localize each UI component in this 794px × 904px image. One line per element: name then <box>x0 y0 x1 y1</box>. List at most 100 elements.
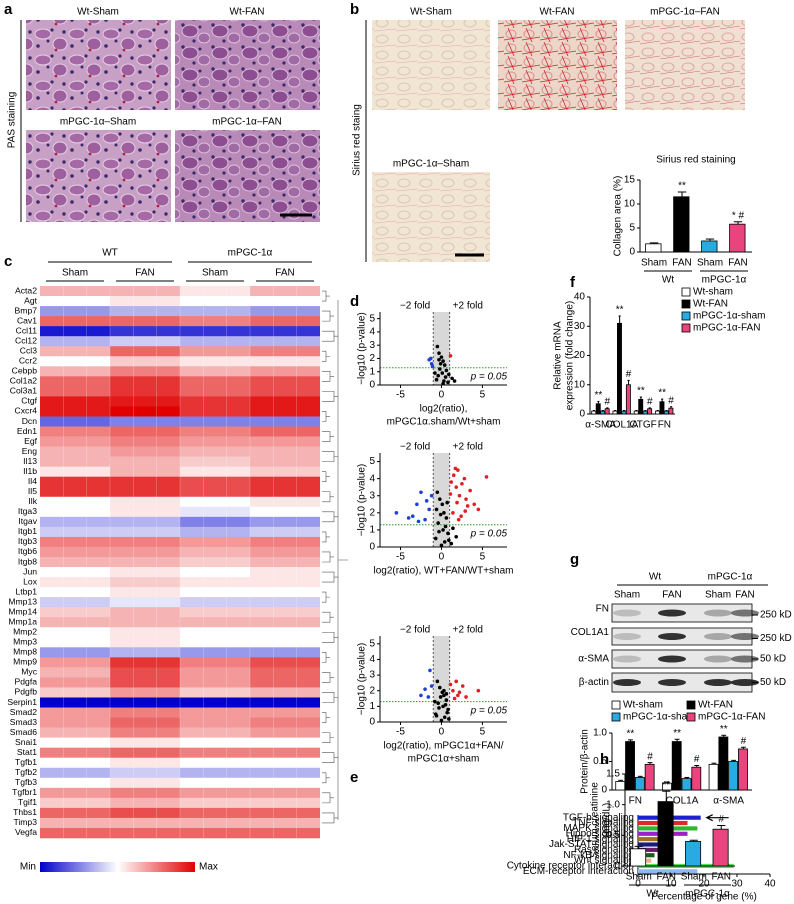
heat-cell <box>40 717 110 728</box>
dendrogram <box>322 672 334 683</box>
y-tick-label: 10 <box>574 379 586 390</box>
legend-label: Wt-sham <box>623 700 663 711</box>
dendrogram <box>322 310 334 322</box>
heat-cell <box>180 466 250 477</box>
heat-cell <box>180 406 250 417</box>
y-tick-label: 0 <box>369 717 375 728</box>
legend-label: mPGC-1α-FAN <box>693 323 760 334</box>
heat-cell <box>110 356 180 367</box>
heat-cell <box>180 627 250 638</box>
heat-cell <box>40 747 110 759</box>
heat-cell <box>110 516 180 528</box>
bar <box>647 408 653 415</box>
point <box>433 699 437 704</box>
heat-cell <box>110 777 180 789</box>
legend-swatch <box>681 287 691 297</box>
legend-swatch <box>681 323 691 333</box>
heat-cell <box>40 506 110 518</box>
panel-letter: a <box>4 1 13 18</box>
heat-cell <box>40 737 110 748</box>
point <box>435 490 440 495</box>
point <box>447 717 451 721</box>
heat-cell <box>40 827 110 839</box>
heat-cell <box>110 627 180 638</box>
gene-label: Ccl12 <box>15 335 37 345</box>
gene-label: Eng <box>22 446 38 456</box>
point <box>463 509 468 513</box>
heat-cell <box>250 486 320 498</box>
gene-label: Smad3 <box>10 717 37 727</box>
heat-cell <box>180 296 250 307</box>
heat-cell <box>180 356 250 367</box>
heat-cell <box>40 556 110 568</box>
point <box>440 502 445 507</box>
fold-label: +2 fold <box>453 625 483 636</box>
panel-letter: d <box>350 293 359 310</box>
heat-cell <box>180 336 250 347</box>
bar <box>617 322 622 415</box>
bar <box>638 398 644 415</box>
bar <box>638 842 665 847</box>
significance: ** <box>627 728 635 739</box>
point <box>441 359 445 363</box>
heat-cell <box>40 486 110 498</box>
y-tick-label: 0 <box>601 785 607 796</box>
y-tick-label: 4 <box>369 327 375 338</box>
heat-cell <box>110 637 180 648</box>
blot-band <box>613 633 641 640</box>
heat-cell <box>40 406 110 417</box>
significance: ** <box>662 780 670 791</box>
heat-cell <box>110 697 180 708</box>
category-label: Hippo signaling <box>566 828 634 839</box>
dendrogram <box>322 752 338 764</box>
heat-cell <box>110 687 180 698</box>
heat-cell <box>40 667 110 678</box>
significance: * # <box>732 210 745 221</box>
gene-label: Edn1 <box>17 426 37 436</box>
heat-cell <box>40 376 110 387</box>
condition-label: FAN <box>662 590 681 601</box>
point <box>437 357 441 362</box>
heat-cell <box>110 587 180 598</box>
x-tick-label: COL1A <box>605 420 638 431</box>
point <box>444 698 449 702</box>
dendrogram <box>322 712 330 723</box>
heat-cell <box>40 386 110 397</box>
y-tick-label: 2 <box>369 353 375 364</box>
point <box>424 499 429 503</box>
legend-swatch <box>611 712 621 722</box>
heat-cell <box>180 577 250 588</box>
heat-cell <box>180 667 250 678</box>
significance: ** <box>720 724 728 735</box>
significance: # <box>647 751 653 762</box>
gene-label: Itgb1 <box>18 526 37 536</box>
blot-band <box>704 633 732 640</box>
heat-cell <box>250 346 320 357</box>
heat-cell <box>250 366 320 377</box>
point <box>439 355 444 359</box>
bar <box>701 240 718 253</box>
heat-cell <box>40 727 110 738</box>
point <box>438 361 443 366</box>
heat-cell <box>180 737 250 748</box>
group-label: mPGC-1α <box>228 248 273 259</box>
point <box>434 507 439 512</box>
heat-cell <box>180 426 250 437</box>
x-tick-label: 0 <box>439 727 445 738</box>
x-tick-label: FAN <box>712 872 731 883</box>
y-tick-label: 3 <box>369 490 375 501</box>
heat-cell <box>250 316 320 327</box>
y-tick-label: 0 <box>369 380 375 391</box>
heat-cell <box>110 597 180 608</box>
micrograph <box>372 172 490 262</box>
gene-label: Itgb3 <box>18 536 37 546</box>
point <box>452 379 457 383</box>
heat-cell <box>180 516 250 528</box>
y-tick-label: 5 <box>369 638 375 649</box>
heat-cell <box>180 707 250 718</box>
bar <box>591 410 597 415</box>
point <box>454 485 459 489</box>
x-axis-label: mPGC1α.sham/Wt+sham <box>387 417 501 428</box>
heat-cell <box>110 346 180 357</box>
point <box>443 703 448 707</box>
